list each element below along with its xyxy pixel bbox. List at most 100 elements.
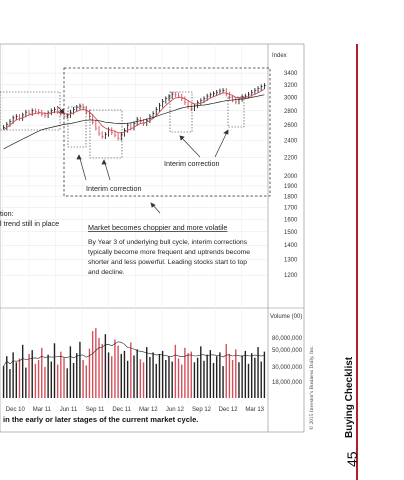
volume-bar: [15, 362, 18, 398]
volume-bar: [2, 366, 5, 398]
choppy-body-line-4: and decline.: [88, 269, 125, 276]
y-tick-label: 1300: [284, 258, 298, 264]
copyright-text: © 2015 Investor's Business Daily, Inc.: [309, 345, 315, 430]
volume-bar: [177, 358, 180, 398]
y-tick-label: 2600: [284, 123, 298, 129]
volume-bar: [34, 363, 37, 398]
volume-bar: [139, 359, 142, 398]
volume-bar: [76, 353, 78, 398]
choppy-body-line-2: typically become more frequent and uptre…: [88, 249, 250, 256]
volume-bars: [2, 328, 266, 398]
volume-bar: [44, 366, 46, 398]
moving-average-lines: [3, 88, 265, 150]
interim-correction-right-label: Interim correction: [164, 159, 220, 168]
volume-bar: [231, 360, 234, 398]
volume-bar: [146, 347, 148, 398]
volume-bar: [21, 344, 24, 398]
volume-bar: [203, 360, 205, 398]
page-number: 45: [344, 445, 360, 467]
volume-bar: [120, 353, 122, 398]
volume-bar: [142, 362, 145, 398]
correction-box-1: [67, 106, 87, 148]
volume-bar: [85, 365, 87, 398]
volume-bar: [37, 360, 40, 398]
volume-bar: [104, 334, 107, 398]
ma-200-line: [3, 94, 265, 150]
x-tick-label: Dec 10: [6, 407, 26, 413]
y-tick-label: 2400: [284, 139, 298, 145]
volume-bar: [212, 363, 215, 398]
volume-bar: [53, 343, 56, 398]
volume-bar: [41, 347, 43, 398]
volume-tick-label: 30,000,000: [272, 365, 303, 371]
x-tick-label: Dec 12: [219, 407, 239, 413]
volume-bar: [254, 357, 256, 398]
volume-bar: [28, 353, 30, 398]
volume-bar: [171, 361, 173, 398]
volume-bar: [60, 351, 62, 398]
copyright-notice: © 2015 Investor's Business Daily, Inc.: [309, 300, 319, 430]
volume-bar: [241, 355, 243, 398]
section-title: Buying Checklist: [344, 318, 358, 438]
volume-tick-label: 80,000,000: [272, 336, 303, 342]
y-axis-title: Index: [272, 53, 287, 59]
volume-bar: [95, 328, 97, 398]
y-tick-label: 1900: [284, 184, 298, 190]
volume-tick-label: 18,000,000: [272, 380, 303, 386]
volume-bar: [91, 331, 94, 398]
volume-bar: [79, 341, 81, 398]
correction-box-2: [89, 109, 123, 159]
x-tick-label: Mar 12: [139, 407, 158, 413]
grid: [0, 44, 268, 404]
volume-bar: [98, 337, 100, 398]
volume-bar: [101, 344, 103, 398]
ma-50-line: [3, 88, 265, 134]
volume-bar: [209, 350, 212, 398]
figure-caption: in the early or later stages of the curr…: [3, 415, 199, 424]
x-tick-label: Jun 11: [60, 407, 78, 413]
choppy-body-line-1: By Year 3 of underlying bull cycle, inte…: [88, 239, 248, 246]
volume-bar: [130, 342, 132, 398]
volume-bar: [88, 348, 91, 398]
volume-bar: [244, 350, 247, 398]
volume-bar: [111, 356, 113, 398]
volume-bar: [9, 369, 11, 398]
volume-bar: [168, 356, 170, 398]
y-tick-label: 2000: [284, 174, 298, 180]
x-tick-label: Mar 13: [245, 407, 264, 413]
volume-bar: [136, 349, 138, 398]
volume-bar: [69, 346, 72, 398]
volume-bar: [6, 356, 8, 398]
x-tick-label: Jun 12: [166, 407, 185, 413]
x-tick-label: Dec 11: [112, 407, 131, 413]
volume-bar: [263, 351, 266, 398]
partial-note-line-1: tion:: [0, 209, 14, 218]
volume-bar: [56, 364, 59, 398]
volume-bar: [257, 347, 259, 398]
y-tick-label: 1600: [284, 217, 298, 223]
volume-bar: [250, 353, 253, 398]
volume-bar: [114, 339, 116, 398]
volume-bar: [72, 363, 75, 398]
volume-bar: [206, 354, 208, 398]
volatile-period-box: [63, 67, 271, 197]
section-title-text: Buying Checklist: [344, 356, 355, 438]
correction-box-3: [169, 91, 193, 133]
x-tick-label: Sep 12: [192, 407, 212, 413]
y-tick-label: 1500: [284, 230, 298, 236]
volume-bar: [155, 363, 157, 398]
volume-bar: [161, 350, 164, 398]
choppy-heading: Market becomes choppier and more volatil…: [88, 223, 227, 232]
choppy-body-line-3: shorter and less powerful. Leading stock…: [88, 259, 247, 266]
volume-bar: [12, 352, 14, 398]
volume-bar: [152, 352, 154, 398]
volume-bar: [117, 345, 119, 398]
correction-box-4: [227, 96, 245, 128]
volume-bar: [126, 360, 129, 398]
interim-correction-left-label: Interim correction: [86, 184, 142, 193]
x-tick-label: Sep 11: [86, 407, 105, 413]
volume-tick-label: 50,000,000: [272, 348, 303, 354]
y-tick-label: 2800: [284, 109, 298, 115]
volume-bar: [31, 350, 33, 398]
